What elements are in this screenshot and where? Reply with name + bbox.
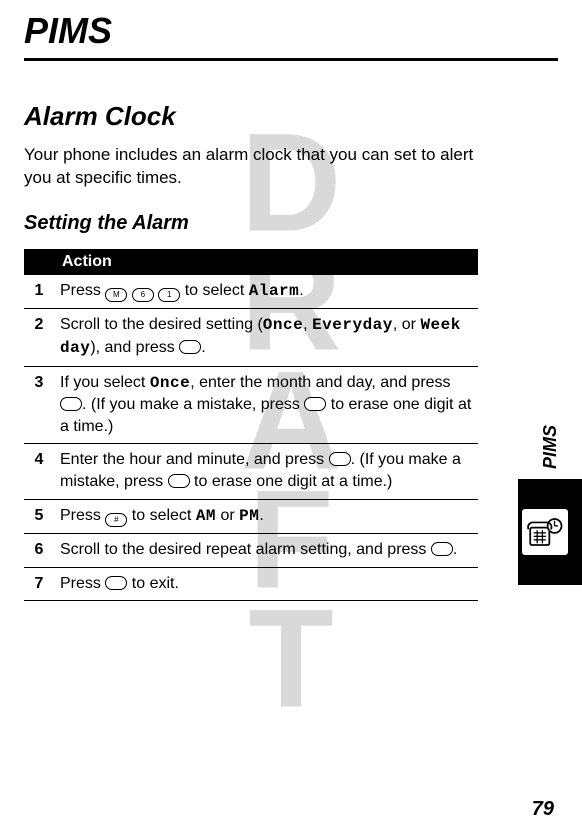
page-title: PIMS [24,10,558,52]
table-row: 4Enter the hour and minute, and press . … [24,444,478,499]
intro-text: Your phone includes an alarm clock that … [24,144,484,190]
step-number: 6 [24,534,54,568]
step-number: 3 [24,366,54,444]
table-header-blank [24,249,54,275]
page-content: PIMS Alarm Clock Your phone includes an … [0,0,582,601]
table-row: 2Scroll to the desired setting (Once, Ev… [24,309,478,366]
step-text: Press to exit. [54,567,478,601]
page-number: 79 [532,798,554,821]
step-number: 4 [24,444,54,499]
subsection-title: Setting the Alarm [24,212,558,235]
step-number: 2 [24,309,54,366]
step-text: Press M 6 1 to select Alarm. [54,275,478,309]
table-header-action: Action [54,249,478,275]
step-number: 5 [24,499,54,534]
step-text: Scroll to the desired repeat alarm setti… [54,534,478,568]
table-row: 3If you select Once, enter the month and… [24,366,478,444]
step-text: Press # to select AM or PM. [54,499,478,534]
step-text: Scroll to the desired setting (Once, Eve… [54,309,478,366]
table-row: 6Scroll to the desired repeat alarm sett… [24,534,478,568]
table-row: 1Press M 6 1 to select Alarm. [24,275,478,309]
step-number: 7 [24,567,54,601]
steps-table: Action 1Press M 6 1 to select Alarm.2Scr… [24,249,478,602]
step-text: Enter the hour and minute, and press . (… [54,444,478,499]
step-text: If you select Once, enter the month and … [54,366,478,444]
table-row: 7Press to exit. [24,567,478,601]
table-row: 5Press # to select AM or PM. [24,499,478,534]
title-rule [24,58,558,61]
step-number: 1 [24,275,54,309]
section-title: Alarm Clock [24,101,558,132]
